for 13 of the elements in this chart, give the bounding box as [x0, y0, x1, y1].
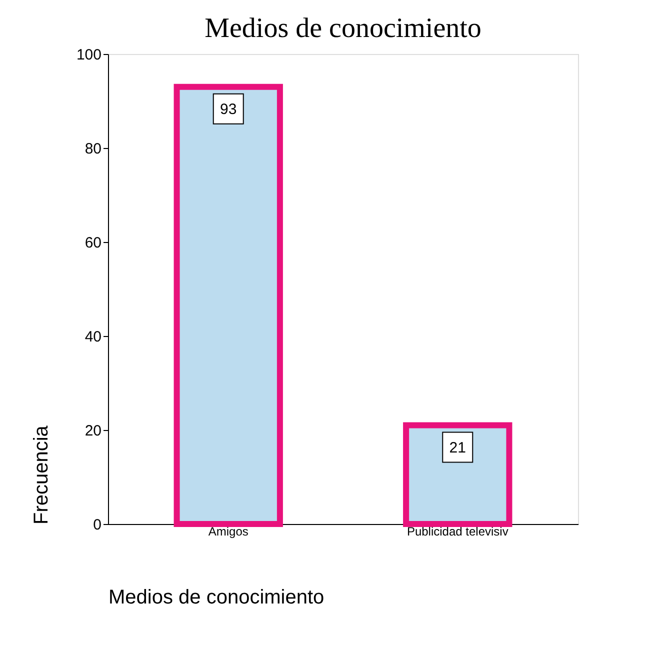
y-tick-label: 60 — [84, 234, 102, 252]
y-tick-label: 40 — [84, 328, 102, 346]
y-tick-label: 0 — [93, 516, 102, 534]
y-tick-label: 80 — [84, 140, 102, 158]
y-axis-title: Frecuencia — [30, 424, 52, 524]
data-label: 21 — [449, 439, 466, 456]
data-label: 93 — [220, 100, 237, 118]
y-tick-label: 20 — [84, 422, 102, 440]
x-tick-label: Publicidad televisiv — [406, 524, 508, 538]
chart-title: Medios de conocimiento — [204, 13, 482, 44]
y-tick-label: 100 — [76, 46, 102, 64]
x-axis-title: Medios de conocimiento — [108, 586, 324, 608]
x-tick-label: Amigos — [208, 524, 248, 538]
